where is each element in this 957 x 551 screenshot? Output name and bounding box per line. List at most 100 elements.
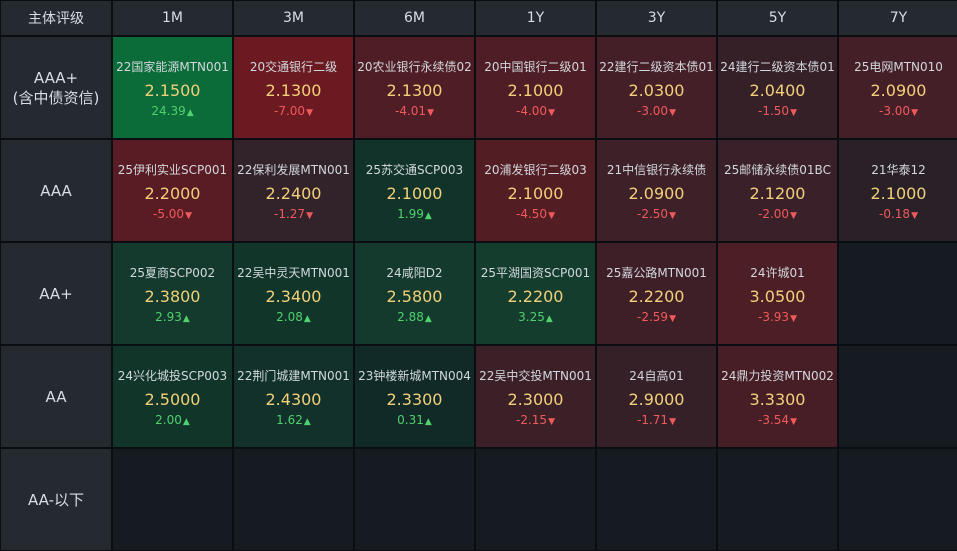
rating-label: AA-以下 — [1, 449, 111, 550]
bond-cell[interactable]: 25夏商SCP002 2.3800 2.93▲ — [113, 243, 232, 344]
rating-label: AA+ — [1, 243, 111, 344]
bond-yield: 2.2200 — [628, 286, 685, 306]
bond-cell[interactable]: 21中信银行永续债 2.0900 -2.50▼ — [597, 140, 716, 241]
yield-change-value: 1.99 — [397, 206, 424, 221]
yield-change: 2.88▲ — [397, 310, 432, 324]
triangle-down-icon: ▼ — [669, 210, 676, 221]
triangle-up-icon: ▲ — [182, 416, 190, 427]
term-header-3y[interactable]: 3Y — [597, 1, 716, 35]
bond-name: 25电网MTN010 — [854, 59, 943, 74]
yield-change-value: 3.25 — [518, 309, 545, 324]
triangle-up-icon: ▲ — [186, 107, 194, 118]
rating-label-text: AA — [45, 387, 67, 406]
term-header-6m[interactable]: 6M — [355, 1, 474, 35]
bond-name: 25伊利实业SCP001 — [117, 162, 228, 177]
bond-cell[interactable]: 24建行二级资本债01 2.0400 -1.50▼ — [718, 37, 837, 138]
triangle-down-icon: ▼ — [548, 210, 555, 221]
bond-cell[interactable]: 22荆门城建MTN001 2.4300 1.62▲ — [234, 346, 353, 447]
bond-yield: 2.1300 — [265, 80, 322, 100]
bond-cell[interactable]: 20中国银行二级01 2.1000 -4.00▼ — [476, 37, 595, 138]
bond-cell[interactable]: 24鼎力投资MTN002 3.3300 -3.54▼ — [718, 346, 837, 447]
term-header-7y[interactable]: 7Y — [839, 1, 957, 35]
bond-name: 20中国银行二级01 — [484, 59, 587, 74]
bond-cell[interactable]: 20农业银行永续债02 2.1300 -4.01▼ — [355, 37, 474, 138]
yield-change-value: 1.62 — [276, 412, 303, 427]
triangle-up-icon: ▲ — [424, 416, 432, 427]
bond-cell[interactable]: 25嘉公路MTN001 2.2200 -2.59▼ — [597, 243, 716, 344]
bond-cell[interactable]: 24咸阳D2 2.5800 2.88▲ — [355, 243, 474, 344]
bond-name: 21中信银行永续债 — [606, 162, 707, 177]
bond-yield: 2.3400 — [265, 286, 322, 306]
yield-change-value: 2.93 — [155, 309, 182, 324]
empty-cell — [839, 346, 957, 447]
bond-cell[interactable]: 25平湖国资SCP001 2.2200 3.25▲ — [476, 243, 595, 344]
bond-cell[interactable]: 22吴中交投MTN001 2.3000 -2.15▼ — [476, 346, 595, 447]
bond-name: 24许城01 — [750, 265, 805, 280]
bond-cell[interactable]: 24兴化城投SCP003 2.5000 2.00▲ — [113, 346, 232, 447]
bond-name: 21华泰12 — [871, 162, 926, 177]
triangle-down-icon: ▼ — [911, 210, 918, 221]
triangle-up-icon: ▲ — [303, 416, 311, 427]
yield-change-value: -3.00 — [637, 103, 669, 118]
bond-yield: 2.0300 — [628, 80, 685, 100]
term-header-1y[interactable]: 1Y — [476, 1, 595, 35]
bond-cell[interactable]: 21华泰12 2.1000 -0.18▼ — [839, 140, 957, 241]
bond-cell[interactable]: 22吴中灵天MTN001 2.3400 2.08▲ — [234, 243, 353, 344]
bond-cell[interactable]: 20浦发银行二级03 2.1000 -4.50▼ — [476, 140, 595, 241]
yield-change-value: -1.71 — [637, 412, 669, 427]
bond-name: 25邮储永续债01BC — [724, 162, 831, 177]
triangle-down-icon: ▼ — [669, 416, 676, 427]
bond-name: 24兴化城投SCP003 — [117, 368, 228, 383]
yield-change: -4.01▼ — [395, 104, 434, 118]
bond-cell[interactable]: 24自高01 2.9000 -1.71▼ — [597, 346, 716, 447]
bond-cell[interactable]: 22保利发展MTN001 2.2400 -1.27▼ — [234, 140, 353, 241]
bond-name: 20浦发银行二级03 — [484, 162, 587, 177]
bond-yield: 2.1000 — [870, 183, 927, 203]
bond-cell[interactable]: 22国家能源MTN001 2.1500 24.39▲ — [113, 37, 232, 138]
empty-cell — [718, 449, 837, 550]
bond-yield: 3.0500 — [749, 286, 806, 306]
empty-cell — [839, 449, 957, 550]
bond-yield: 2.0400 — [749, 80, 806, 100]
bond-cell[interactable]: 25伊利实业SCP001 2.2000 -5.00▼ — [113, 140, 232, 241]
yield-change: 1.99▲ — [397, 207, 432, 221]
triangle-down-icon: ▼ — [790, 416, 797, 427]
empty-cell — [234, 449, 353, 550]
yield-change: -3.00▼ — [879, 104, 918, 118]
bond-name: 22吴中灵天MTN001 — [237, 265, 350, 280]
bond-cell[interactable]: 25电网MTN010 2.0900 -3.00▼ — [839, 37, 957, 138]
yield-change: -1.71▼ — [637, 413, 676, 427]
yield-change: -2.59▼ — [637, 310, 676, 324]
triangle-up-icon: ▲ — [303, 313, 311, 324]
triangle-down-icon: ▼ — [548, 107, 555, 118]
yield-change-value: -2.50 — [637, 206, 669, 221]
bond-cell[interactable]: 23钟楼新城MTN004 2.3300 0.31▲ — [355, 346, 474, 447]
triangle-down-icon: ▼ — [185, 210, 192, 221]
triangle-up-icon: ▲ — [424, 210, 432, 221]
term-header-5y[interactable]: 5Y — [718, 1, 837, 35]
bond-yield: 2.1200 — [749, 183, 806, 203]
yield-change: -0.18▼ — [879, 207, 918, 221]
bond-yield: 2.1000 — [507, 80, 564, 100]
yield-change: -3.54▼ — [758, 413, 797, 427]
bond-cell[interactable]: 20交通银行二级 2.1300 -7.00▼ — [234, 37, 353, 138]
rating-label-text: AA+ — [39, 284, 73, 303]
yield-change-value: -0.18 — [879, 206, 911, 221]
yield-change-value: -2.00 — [758, 206, 790, 221]
bond-yield: 3.3300 — [749, 389, 806, 409]
bond-yield: 2.1000 — [386, 183, 443, 203]
bond-yield: 2.1500 — [144, 80, 201, 100]
term-header-3m[interactable]: 3M — [234, 1, 353, 35]
term-header-1m[interactable]: 1M — [113, 1, 232, 35]
rating-sublabel-text: (含中债资信) — [12, 88, 100, 107]
yield-change: -4.50▼ — [516, 207, 555, 221]
bond-name: 25嘉公路MTN001 — [606, 265, 707, 280]
bond-cell[interactable]: 25邮储永续债01BC 2.1200 -2.00▼ — [718, 140, 837, 241]
bond-cell[interactable]: 25苏交通SCP003 2.1000 1.99▲ — [355, 140, 474, 241]
yield-change: -2.15▼ — [516, 413, 555, 427]
bond-cell[interactable]: 24许城01 3.0500 -3.93▼ — [718, 243, 837, 344]
triangle-down-icon: ▼ — [306, 210, 313, 221]
yield-change-value: -3.93 — [758, 309, 790, 324]
bond-cell[interactable]: 22建行二级资本债01 2.0300 -3.00▼ — [597, 37, 716, 138]
